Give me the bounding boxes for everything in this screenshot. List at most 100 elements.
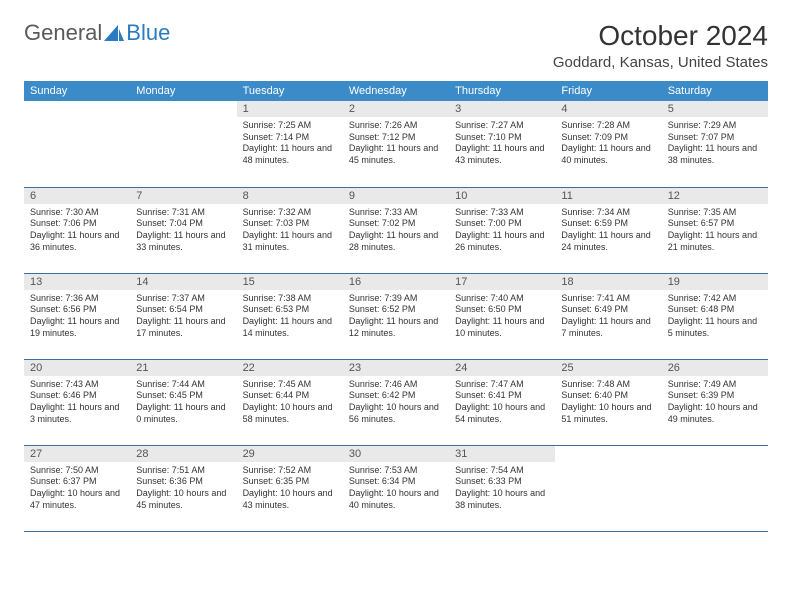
month-title: October 2024 (553, 20, 768, 52)
sunrise-text: Sunrise: 7:28 AM (561, 120, 655, 132)
sunset-text: Sunset: 7:12 PM (349, 132, 443, 144)
sunrise-text: Sunrise: 7:35 AM (668, 207, 762, 219)
sunrise-text: Sunrise: 7:29 AM (668, 120, 762, 132)
sunrise-text: Sunrise: 7:53 AM (349, 465, 443, 477)
weekday-header: Monday (130, 81, 236, 101)
daylight-text: Daylight: 10 hours and 54 minutes. (455, 402, 549, 425)
day-number: 17 (449, 274, 555, 290)
day-details: Sunrise: 7:54 AMSunset: 6:33 PMDaylight:… (449, 462, 555, 516)
calendar-day-cell: 9Sunrise: 7:33 AMSunset: 7:02 PMDaylight… (343, 187, 449, 273)
sunrise-text: Sunrise: 7:49 AM (668, 379, 762, 391)
day-number: 8 (237, 188, 343, 204)
daylight-text: Daylight: 11 hours and 40 minutes. (561, 143, 655, 166)
sunset-text: Sunset: 6:50 PM (455, 304, 549, 316)
calendar-day-cell: 23Sunrise: 7:46 AMSunset: 6:42 PMDayligh… (343, 359, 449, 445)
day-details: Sunrise: 7:25 AMSunset: 7:14 PMDaylight:… (237, 117, 343, 171)
calendar-day-cell: 28Sunrise: 7:51 AMSunset: 6:36 PMDayligh… (130, 445, 236, 531)
sunset-text: Sunset: 7:03 PM (243, 218, 337, 230)
day-number: 14 (130, 274, 236, 290)
calendar-day-cell: 5Sunrise: 7:29 AMSunset: 7:07 PMDaylight… (662, 101, 768, 187)
daylight-text: Daylight: 11 hours and 48 minutes. (243, 143, 337, 166)
day-details: Sunrise: 7:36 AMSunset: 6:56 PMDaylight:… (24, 290, 130, 344)
calendar-day-cell: 26 Sunrise: 7:49 AMSunset: 6:39 PMDayligh… (662, 359, 768, 445)
daylight-text: Daylight: 10 hours and 49 minutes. (668, 402, 762, 425)
logo: General Blue (24, 20, 170, 46)
day-number: 12 (662, 188, 768, 204)
location-label: Goddard, Kansas, United States (553, 54, 768, 71)
sunset-text: Sunset: 7:07 PM (668, 132, 762, 144)
daylight-text: Daylight: 11 hours and 7 minutes. (561, 316, 655, 339)
day-number: 31 (449, 446, 555, 462)
day-number: 9 (343, 188, 449, 204)
day-number: 28 (130, 446, 236, 462)
calendar-day-cell: 21Sunrise: 7:44 AMSunset: 6:45 PMDayligh… (130, 359, 236, 445)
sunrise-text: Sunrise: 7:25 AM (243, 120, 337, 132)
day-number: 27 (24, 446, 130, 462)
day-number: 21 (130, 360, 236, 376)
sunset-text: Sunset: 6:57 PM (668, 218, 762, 230)
day-details: Sunrise: 7:28 AMSunset: 7:09 PMDaylight:… (555, 117, 661, 171)
calendar-day-cell: 27Sunrise: 7:50 AMSunset: 6:37 PMDayligh… (24, 445, 130, 531)
sunset-text: Sunset: 6:49 PM (561, 304, 655, 316)
daylight-text: Daylight: 10 hours and 47 minutes. (30, 488, 124, 511)
sunset-text: Sunset: 7:09 PM (561, 132, 655, 144)
calendar-day-cell: 7Sunrise: 7:31 AMSunset: 7:04 PMDaylight… (130, 187, 236, 273)
sunset-text: Sunset: 6:34 PM (349, 476, 443, 488)
daylight-text: Daylight: 10 hours and 40 minutes. (349, 488, 443, 511)
sunset-text: Sunset: 6:44 PM (243, 390, 337, 402)
day-details: Sunrise: 7:34 AMSunset: 6:59 PMDaylight:… (555, 204, 661, 258)
day-details: Sunrise: 7:44 AMSunset: 6:45 PMDaylight:… (130, 376, 236, 430)
sunset-text: Sunset: 7:10 PM (455, 132, 549, 144)
day-number: 22 (237, 360, 343, 376)
day-number: 26 (662, 360, 768, 376)
day-number: 10 (449, 188, 555, 204)
calendar-day-cell: 3Sunrise: 7:27 AMSunset: 7:10 PMDaylight… (449, 101, 555, 187)
calendar-day-cell: 20Sunrise: 7:43 AMSunset: 6:46 PMDayligh… (24, 359, 130, 445)
daylight-text: Daylight: 10 hours and 45 minutes. (136, 488, 230, 511)
day-number: 15 (237, 274, 343, 290)
day-number: 20 (24, 360, 130, 376)
day-details: Sunrise: 7:38 AMSunset: 6:53 PMDaylight:… (237, 290, 343, 344)
daylight-text: Daylight: 11 hours and 36 minutes. (30, 230, 124, 253)
sunset-text: Sunset: 6:42 PM (349, 390, 443, 402)
sunset-text: Sunset: 6:53 PM (243, 304, 337, 316)
weekday-header: Wednesday (343, 81, 449, 101)
page-header: General Blue October 2024 Goddard, Kansa… (24, 20, 768, 71)
weekday-header: Thursday (449, 81, 555, 101)
logo-word1: General (24, 20, 102, 46)
sunset-text: Sunset: 6:48 PM (668, 304, 762, 316)
calendar-day-cell: 16Sunrise: 7:39 AMSunset: 6:52 PMDayligh… (343, 273, 449, 359)
day-number: 19 (662, 274, 768, 290)
calendar-day-cell: 29Sunrise: 7:52 AMSunset: 6:35 PMDayligh… (237, 445, 343, 531)
day-details: Sunrise: 7:52 AMSunset: 6:35 PMDaylight:… (237, 462, 343, 516)
day-details: Sunrise: 7:53 AMSunset: 6:34 PMDaylight:… (343, 462, 449, 516)
sunset-text: Sunset: 7:02 PM (349, 218, 443, 230)
day-number: 30 (343, 446, 449, 462)
day-details: Sunrise: 7:51 AMSunset: 6:36 PMDaylight:… (130, 462, 236, 516)
sunrise-text: Sunrise: 7:48 AM (561, 379, 655, 391)
daylight-text: Daylight: 11 hours and 33 minutes. (136, 230, 230, 253)
sunrise-text: Sunrise: 7:34 AM (561, 207, 655, 219)
sunset-text: Sunset: 6:39 PM (668, 390, 762, 402)
day-details: Sunrise: 7:40 AMSunset: 6:50 PMDaylight:… (449, 290, 555, 344)
sunrise-text: Sunrise: 7:37 AM (136, 293, 230, 305)
calendar-week-row: ..1Sunrise: 7:25 AMSunset: 7:14 PMDaylig… (24, 101, 768, 187)
sunset-text: Sunset: 7:00 PM (455, 218, 549, 230)
day-number: 18 (555, 274, 661, 290)
day-number: 25 (555, 360, 661, 376)
day-details: Sunrise: 7:42 AMSunset: 6:48 PMDaylight:… (662, 290, 768, 344)
weekday-header-row: Sunday Monday Tuesday Wednesday Thursday… (24, 81, 768, 101)
day-number: 29 (237, 446, 343, 462)
day-number: 4 (555, 101, 661, 117)
day-details: Sunrise: 7:31 AMSunset: 7:04 PMDaylight:… (130, 204, 236, 258)
sunset-text: Sunset: 6:33 PM (455, 476, 549, 488)
calendar-day-cell: . (24, 101, 130, 187)
day-details: Sunrise: 7:37 AMSunset: 6:54 PMDaylight:… (130, 290, 236, 344)
daylight-text: Daylight: 11 hours and 24 minutes. (561, 230, 655, 253)
day-details: Sunrise: 7:33 AMSunset: 7:02 PMDaylight:… (343, 204, 449, 258)
calendar-day-cell: 11Sunrise: 7:34 AMSunset: 6:59 PMDayligh… (555, 187, 661, 273)
day-details: Sunrise: 7:26 AMSunset: 7:12 PMDaylight:… (343, 117, 449, 171)
day-number: 5 (662, 101, 768, 117)
sunrise-text: Sunrise: 7:36 AM (30, 293, 124, 305)
sunrise-text: Sunrise: 7:40 AM (455, 293, 549, 305)
